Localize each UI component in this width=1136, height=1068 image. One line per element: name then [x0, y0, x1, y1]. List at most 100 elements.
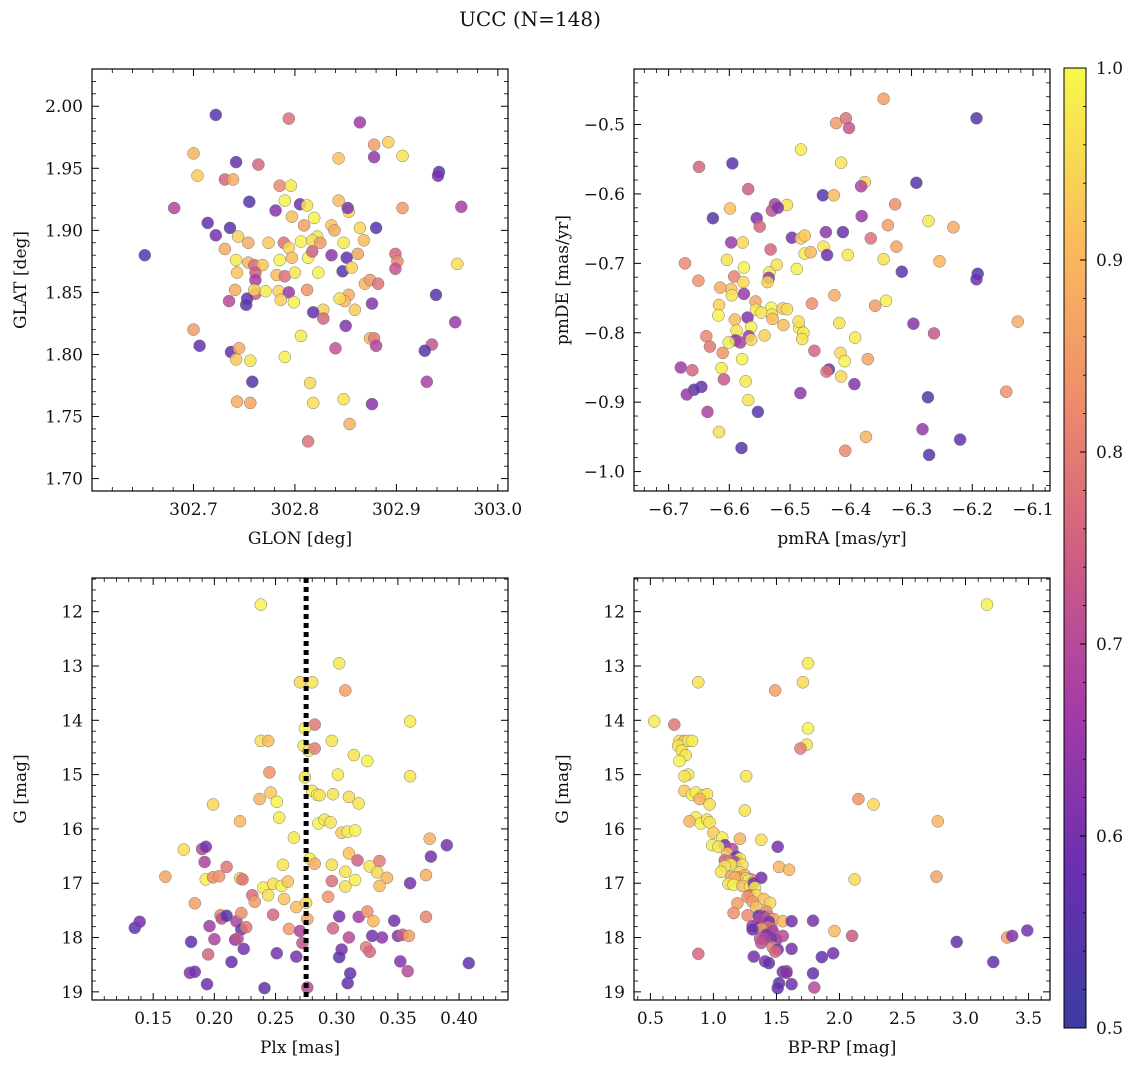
y-tick-label: 1.70 — [45, 470, 83, 490]
data-point — [771, 981, 784, 995]
data-point — [771, 201, 785, 215]
data-point — [808, 344, 821, 358]
data-point — [351, 247, 365, 261]
panel-glon-glat: 302.7 302.8 302.9 303.0 1.70 1.75 1.80 1.85 1.90… — [11, 68, 522, 549]
data-point — [927, 327, 941, 340]
data-point — [252, 158, 265, 171]
data-point — [332, 950, 346, 964]
data-point — [770, 258, 783, 271]
data-point — [287, 831, 301, 844]
data-point — [717, 373, 731, 386]
data-point — [764, 243, 777, 256]
data-point — [692, 160, 706, 174]
x-tick-label: 302.7 — [169, 500, 218, 520]
data-point — [819, 225, 833, 239]
data-point — [198, 855, 211, 869]
data-point — [244, 396, 257, 410]
data-point — [1011, 315, 1025, 328]
data-point — [693, 792, 706, 806]
data-point — [805, 297, 819, 310]
data-point — [701, 405, 714, 419]
data-point — [287, 296, 301, 309]
data-point — [686, 363, 699, 377]
data-point — [341, 201, 354, 215]
data-point — [798, 229, 811, 242]
data-point — [340, 251, 353, 264]
data-point — [733, 832, 747, 845]
data-point — [738, 804, 752, 817]
data-point — [308, 742, 321, 755]
data-point — [223, 221, 237, 235]
data-point — [209, 229, 223, 242]
x-tick-label: 0.40 — [440, 1009, 478, 1029]
data-point — [712, 840, 725, 854]
x-tick-label: −6.4 — [830, 500, 871, 520]
data-point — [431, 169, 445, 182]
data-point — [367, 914, 380, 928]
data-point — [382, 135, 395, 149]
y-tick-label: 19 — [603, 983, 625, 1003]
data-point — [305, 245, 319, 258]
data-point — [725, 289, 739, 302]
data-point — [353, 116, 367, 129]
data-point — [841, 248, 855, 262]
x-tick-label: −6.6 — [709, 500, 750, 520]
data-point — [325, 248, 338, 262]
data-point — [396, 201, 409, 215]
data-point — [848, 331, 862, 344]
data-point — [242, 236, 255, 250]
data-point — [328, 224, 341, 237]
data-point — [159, 870, 172, 883]
y-tick-label: 1.90 — [45, 221, 83, 241]
y-tick-label: 18 — [61, 929, 83, 949]
data-point — [692, 274, 705, 287]
data-point — [177, 843, 191, 856]
x-tick-label: 0.35 — [379, 1009, 417, 1029]
x-axis-label: pmRA [mas/yr] — [777, 529, 906, 549]
data-point — [229, 353, 243, 366]
data-point — [735, 352, 749, 366]
data-point — [347, 748, 361, 762]
data-point — [278, 194, 292, 207]
data-point — [188, 897, 202, 910]
data-point — [222, 294, 236, 308]
data-point — [262, 236, 275, 250]
data-point — [220, 860, 233, 874]
data-point — [895, 265, 909, 278]
data-point — [326, 787, 340, 801]
data-point — [827, 189, 841, 202]
data-point — [910, 176, 923, 190]
y-tick-label: 14 — [61, 711, 83, 731]
data-point — [273, 179, 286, 192]
data-point — [867, 798, 880, 811]
data-point — [326, 922, 340, 935]
y-axis: 12 13 14 15 16 17 18 19 — [603, 578, 1050, 1003]
data-point — [200, 977, 214, 991]
data-point — [806, 914, 820, 927]
data-point — [796, 676, 810, 689]
data-point — [201, 948, 215, 961]
data-point — [716, 346, 729, 360]
y-tick-label: 1.95 — [45, 159, 83, 179]
x-axis: −6.7 −6.6 −6.5 −6.4 −6.3 −6.2 −6.1 — [643, 69, 1054, 520]
data-point — [429, 288, 443, 302]
y-tick-label: 12 — [603, 603, 625, 623]
data-point — [877, 252, 890, 266]
data-point — [290, 950, 303, 963]
data-point — [332, 657, 346, 670]
data-point — [369, 221, 383, 235]
colorbar-tick-label: 1.0 — [1096, 59, 1123, 79]
data-point — [762, 956, 776, 970]
data-point — [739, 769, 753, 783]
data-point — [133, 915, 146, 929]
data-point — [741, 909, 754, 922]
data-point — [848, 377, 861, 391]
data-point — [737, 261, 751, 274]
axes-frame — [633, 577, 1051, 1001]
x-tick-label: 302.9 — [372, 500, 421, 520]
data-point — [231, 230, 245, 243]
data-point — [301, 435, 315, 448]
data-point — [365, 297, 379, 310]
data-point — [348, 303, 362, 317]
